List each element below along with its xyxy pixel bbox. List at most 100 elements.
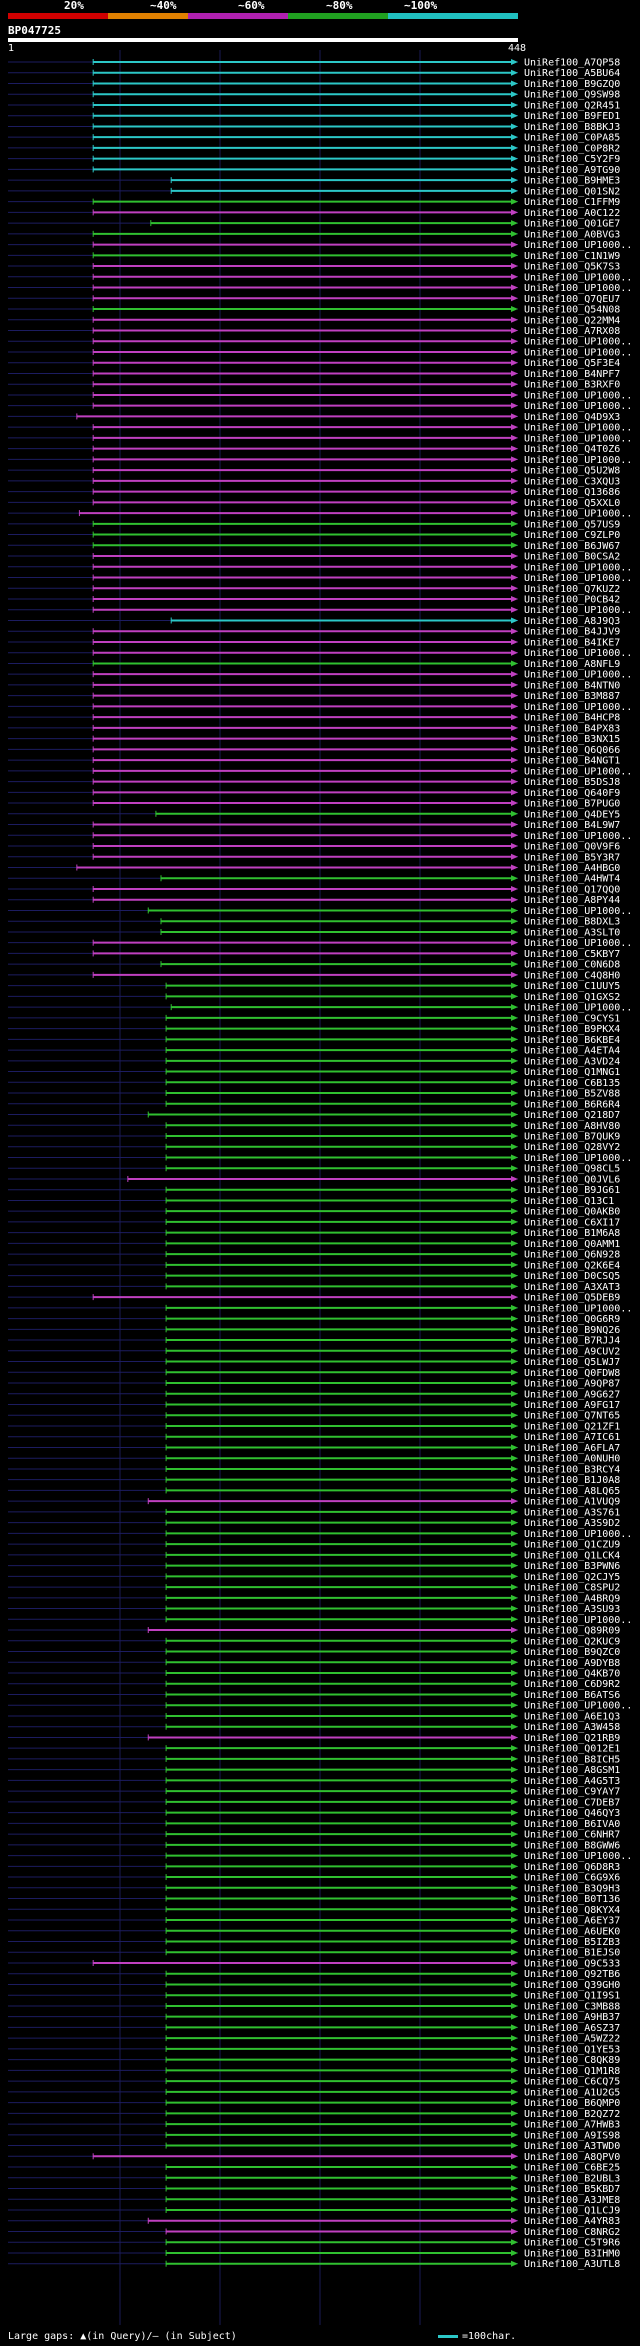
hit-label[interactable]: UniRef100_C0P8R2 <box>524 143 620 154</box>
hit-label[interactable]: UniRef100_Q2KUC9 <box>524 1636 620 1647</box>
hit-label[interactable]: UniRef100_Q13C1 <box>524 1196 614 1207</box>
hit-label[interactable]: UniRef100_B3Q9H3 <box>524 1883 620 1894</box>
hit-label[interactable]: UniRef100_Q6D8R3 <box>524 1862 620 1873</box>
hit-label[interactable]: UniRef100_Q13686 <box>524 487 620 498</box>
hit-label[interactable]: UniRef100_P0CB42 <box>524 595 620 606</box>
hit-label[interactable]: UniRef100_B4IKE7 <box>524 637 620 648</box>
hit-label[interactable]: UniRef100_B5DSJ8 <box>524 777 620 788</box>
hit-label[interactable]: UniRef100_B6KBE4 <box>524 1035 620 1046</box>
hit-label[interactable]: UniRef100_UP1000.. <box>524 831 632 842</box>
hit-label[interactable]: UniRef100_A9IS98 <box>524 2130 620 2141</box>
hit-label[interactable]: UniRef100_B6ATS6 <box>524 1690 620 1701</box>
hit-label[interactable]: UniRef100_B8DXL3 <box>524 917 620 928</box>
hit-label[interactable]: UniRef100_Q0AMM1 <box>524 1239 620 1250</box>
hit-label[interactable]: UniRef100_B4HCP8 <box>524 713 620 724</box>
hit-label[interactable]: UniRef100_A4BRQ9 <box>524 1593 620 1604</box>
hit-label[interactable]: UniRef100_Q0V9F6 <box>524 842 620 853</box>
hit-label[interactable]: UniRef100_C6D9R2 <box>524 1679 620 1690</box>
hit-label[interactable]: UniRef100_B3M887 <box>524 691 620 702</box>
hit-label[interactable]: UniRef100_A8NFL9 <box>524 659 620 670</box>
hit-label[interactable]: UniRef100_C5Y2F9 <box>524 154 620 165</box>
hit-label[interactable]: UniRef100_B4NPF7 <box>524 369 620 380</box>
hit-label[interactable]: UniRef100_UP1000.. <box>524 938 632 949</box>
hit-label[interactable]: UniRef100_B1J0A8 <box>524 1475 620 1486</box>
hit-label[interactable]: UniRef100_B2UBL3 <box>524 2173 620 2184</box>
hit-label[interactable]: UniRef100_Q4D9X3 <box>524 412 620 423</box>
hit-label[interactable]: UniRef100_Q54N08 <box>524 305 620 316</box>
hit-label[interactable]: UniRef100_B4NGT1 <box>524 756 620 767</box>
hit-label[interactable]: UniRef100_Q46QY3 <box>524 1808 620 1819</box>
hit-label[interactable]: UniRef100_UP1000.. <box>524 1529 632 1540</box>
hit-label[interactable]: UniRef100_C5KBY7 <box>524 949 620 960</box>
hit-label[interactable]: UniRef100_A9QP87 <box>524 1379 620 1390</box>
hit-label[interactable]: UniRef100_Q9SW98 <box>524 90 620 101</box>
hit-label[interactable]: UniRef100_A3S9D2 <box>524 1518 620 1529</box>
hit-label[interactable]: UniRef100_A8PY44 <box>524 895 620 906</box>
hit-label[interactable]: UniRef100_Q2R451 <box>524 100 620 111</box>
hit-label[interactable]: UniRef100_UP1000.. <box>524 670 632 681</box>
hit-label[interactable]: UniRef100_A0C122 <box>524 208 620 219</box>
hit-label[interactable]: UniRef100_A8J9Q3 <box>524 616 620 627</box>
hit-label[interactable]: UniRef100_C6G9X6 <box>524 1873 620 1884</box>
hit-label[interactable]: UniRef100_B4L9W7 <box>524 820 620 831</box>
hit-label[interactable]: UniRef100_A9G627 <box>524 1389 620 1400</box>
hit-label[interactable]: UniRef100_A7IC61 <box>524 1432 620 1443</box>
hit-label[interactable]: UniRef100_B7PUG0 <box>524 799 620 810</box>
hit-label[interactable]: UniRef100_Q1M1R8 <box>524 2066 620 2077</box>
hit-label[interactable]: UniRef100_A9TG90 <box>524 165 620 176</box>
hit-label[interactable]: UniRef100_Q1YE53 <box>524 2044 620 2055</box>
hit-label[interactable]: UniRef100_C3MB88 <box>524 2001 620 2012</box>
hit-label[interactable]: UniRef100_Q0AKB0 <box>524 1207 620 1218</box>
hit-label[interactable]: UniRef100_Q21RB9 <box>524 1733 620 1744</box>
hit-label[interactable]: UniRef100_A6EY37 <box>524 1916 620 1927</box>
hit-label[interactable]: UniRef100_A3TWD0 <box>524 2141 620 2152</box>
hit-label[interactable]: UniRef100_Q2K6E4 <box>524 1260 620 1271</box>
hit-label[interactable]: UniRef100_C5T9R6 <box>524 2238 620 2249</box>
hit-label[interactable]: UniRef100_Q5U2W8 <box>524 466 620 477</box>
hit-label[interactable]: UniRef100_Q5XXL0 <box>524 498 620 509</box>
hit-label[interactable]: UniRef100_Q4KB70 <box>524 1669 620 1680</box>
hit-label[interactable]: UniRef100_C8NRG2 <box>524 2227 620 2238</box>
hit-label[interactable]: UniRef100_B7RJJ4 <box>524 1336 620 1347</box>
hit-label[interactable]: UniRef100_UP1000.. <box>524 272 632 283</box>
hit-label[interactable]: UniRef100_A3S761 <box>524 1507 620 1518</box>
hit-label[interactable]: UniRef100_A4G5T3 <box>524 1776 620 1787</box>
hit-label[interactable]: UniRef100_Q0G6R9 <box>524 1314 620 1325</box>
hit-label[interactable]: UniRef100_A9HB37 <box>524 2012 620 2023</box>
hit-label[interactable]: UniRef100_B5IZB3 <box>524 1937 620 1948</box>
hit-label[interactable]: UniRef100_B3PWN6 <box>524 1561 620 1572</box>
hit-label[interactable]: UniRef100_B8GWW6 <box>524 1840 620 1851</box>
hit-label[interactable]: UniRef100_Q5DEB9 <box>524 1293 620 1304</box>
hit-label[interactable]: UniRef100_A7HWB3 <box>524 2120 620 2131</box>
hit-label[interactable]: UniRef100_C6B135 <box>524 1078 620 1089</box>
hit-label[interactable]: UniRef100_A9DYB8 <box>524 1658 620 1669</box>
hit-label[interactable]: UniRef100_Q28VY2 <box>524 1142 620 1153</box>
hit-label[interactable]: UniRef100_Q0JVL6 <box>524 1174 620 1185</box>
hit-label[interactable]: UniRef100_B4PX83 <box>524 723 620 734</box>
hit-label[interactable]: UniRef100_Q5F3E4 <box>524 358 620 369</box>
hit-label[interactable]: UniRef100_Q218D7 <box>524 1110 620 1121</box>
hit-label[interactable]: UniRef100_B0T136 <box>524 1894 620 1905</box>
hit-label[interactable]: UniRef100_Q22MM4 <box>524 315 620 326</box>
hit-label[interactable]: UniRef100_UP1000.. <box>524 702 632 713</box>
hit-label[interactable]: UniRef100_Q1LCJ9 <box>524 2206 620 2217</box>
hit-label[interactable]: UniRef100_UP1000.. <box>524 573 632 584</box>
hit-label[interactable]: UniRef100_B3NX15 <box>524 734 620 745</box>
hit-label[interactable]: UniRef100_C1N1W9 <box>524 251 620 262</box>
hit-label[interactable]: UniRef100_A9FG17 <box>524 1400 620 1411</box>
hit-label[interactable]: UniRef100_C7DEB7 <box>524 1797 620 1808</box>
hit-label[interactable]: UniRef100_A3JME8 <box>524 2195 620 2206</box>
hit-label[interactable]: UniRef100_UP1000.. <box>524 906 632 917</box>
hit-label[interactable]: UniRef100_Q5K7S3 <box>524 262 620 273</box>
hit-label[interactable]: UniRef100_UP1000.. <box>524 455 632 466</box>
hit-label[interactable]: UniRef100_A8GSM1 <box>524 1765 620 1776</box>
hit-label[interactable]: UniRef100_UP1000.. <box>524 347 632 358</box>
hit-label[interactable]: UniRef100_B9QZC0 <box>524 1647 620 1658</box>
hit-label[interactable]: UniRef100_C6BE25 <box>524 2163 620 2174</box>
hit-label[interactable]: UniRef100_Q89R09 <box>524 1626 620 1637</box>
hit-label[interactable]: UniRef100_A3W458 <box>524 1722 620 1733</box>
hit-label[interactable]: UniRef100_A4ETA4 <box>524 1046 620 1057</box>
hit-label[interactable]: UniRef100_Q17QQ0 <box>524 884 620 895</box>
hit-label[interactable]: UniRef100_C8SPU2 <box>524 1583 620 1594</box>
hit-label[interactable]: UniRef100_A6FLA7 <box>524 1443 620 1454</box>
